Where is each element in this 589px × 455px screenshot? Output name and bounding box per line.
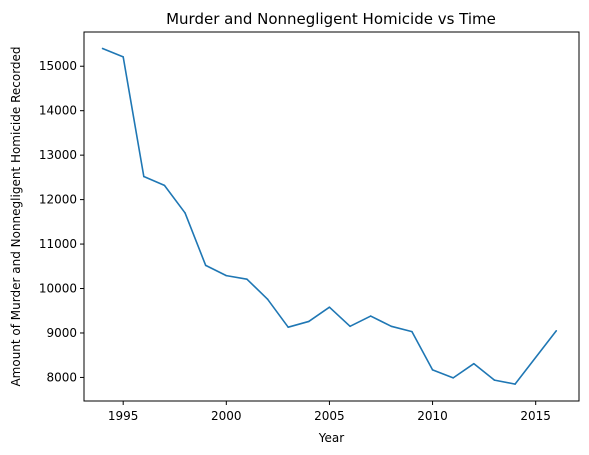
data-point [184,212,186,214]
y-tick-label: 10000 [39,282,77,296]
y-tick-label: 9000 [46,326,77,340]
data-point [225,274,228,277]
plot-frame [83,31,580,402]
y-tick-label: 12000 [39,193,77,207]
y-tick-label: 11000 [39,237,77,251]
data-point [266,298,269,300]
data-point [514,383,516,385]
data-point [390,325,393,328]
y-tick-label: 13000 [39,148,77,162]
x-tick-label: 2015 [520,409,551,423]
x-axis-label: Year [318,431,344,445]
y-axis-label: Amount of Murder and Nonnegligent Homici… [9,46,23,386]
data-point [555,329,558,332]
data-point [452,377,454,379]
data-point [369,315,372,317]
data-point [163,184,166,187]
data-point [431,369,434,371]
x-tick-label: 2005 [314,409,345,423]
data-point [308,320,310,323]
data-point [122,56,124,58]
data-point [143,175,145,178]
data-point [287,326,289,329]
y-tick-label: 15000 [39,59,77,73]
data-point [101,47,104,50]
data-point [246,278,248,280]
x-tick-label: 1995 [108,409,139,423]
chart-title: Murder and Nonnegligent Homicide vs Time [166,10,496,28]
data-point [204,264,207,267]
data-point [493,379,496,381]
y-axis: 8000 9000 10000 11000 12000 13000 14000 15000 [39,59,84,384]
y-tick-label: 8000 [46,370,77,384]
x-axis: 1995 2000 2005 2010 2015 [108,401,551,423]
data-point [411,330,413,333]
data-point [328,306,331,308]
data-point [349,325,351,328]
y-tick-label: 14000 [39,104,77,118]
data-point [473,362,475,365]
series-line [102,47,557,385]
x-tick-label: 2010 [417,409,448,423]
x-tick-label: 2000 [211,409,242,423]
series-group [101,47,558,385]
